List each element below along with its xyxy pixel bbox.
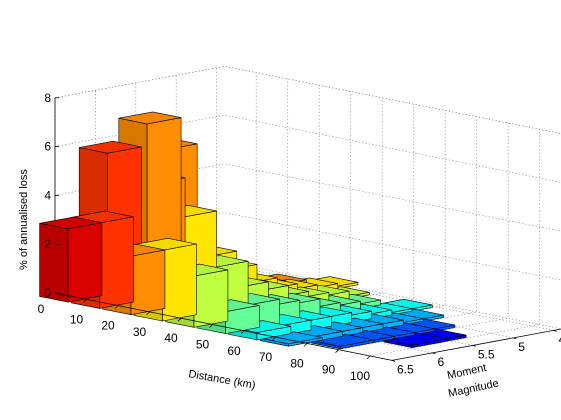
x-axis-label: Distance (km)	[187, 368, 256, 392]
z-tick-label: 0	[44, 286, 51, 300]
x-tick-label: 90	[322, 363, 336, 377]
x-origin-tick-label: 0	[38, 302, 45, 316]
bars	[39, 111, 467, 350]
x-tick-label: 80	[290, 356, 304, 370]
x-tick-label: 30	[133, 325, 147, 339]
y-tick-label: 5.5	[478, 347, 495, 361]
x-tick-label: 40	[164, 331, 178, 345]
axes: 0 2 4 6 8 10 20 30 40 50 60 70 80 90 100 0 4.5 5 5.5 6 6.5	[38, 91, 561, 383]
z-tick-label: 6	[44, 140, 51, 154]
y-tick-label: 6.5	[397, 362, 414, 376]
z-tick-label: 2	[44, 237, 51, 251]
y-axis-label-line1: Moment	[446, 362, 487, 382]
y-tick-label: 4.5	[559, 332, 561, 346]
x-tick-label: 50	[196, 338, 210, 352]
x-tick-label: 100	[350, 369, 370, 383]
z-tick-label: 4	[44, 188, 51, 202]
z-axis-label: % of annualised loss	[18, 169, 30, 270]
z-tick-label: 8	[44, 91, 51, 105]
bar-80km-m6.5	[259, 331, 323, 347]
x-tick-label: 20	[101, 319, 115, 333]
x-tick-label: 70	[259, 350, 273, 364]
y-tick-label: 6	[437, 355, 444, 369]
bar-90km-m6.25	[311, 334, 375, 350]
x-tick-label: 10	[70, 312, 84, 326]
y-tick-label: 5	[518, 340, 525, 354]
bar-10km-m6.5	[39, 216, 103, 303]
x-tick-label: 60	[227, 344, 241, 358]
y-axis-label-line2: Magnitude	[447, 378, 500, 400]
